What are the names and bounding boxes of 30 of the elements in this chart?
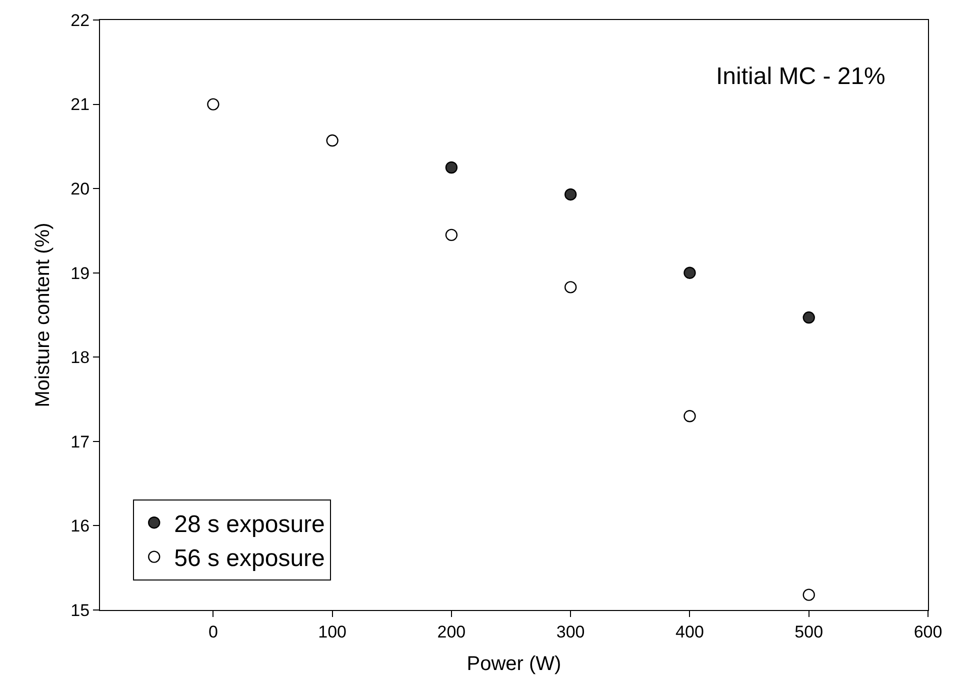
legend-label: 56 s exposure [174, 545, 325, 572]
x-tick-label: 600 [914, 622, 942, 642]
y-tick-label: 16 [70, 516, 90, 536]
point [207, 98, 220, 110]
x-axis-title: Power (W) [466, 652, 562, 675]
y-tick-label: 17 [70, 432, 90, 452]
y-tick-label: 20 [70, 180, 90, 199]
point [802, 311, 815, 324]
legend-label: 28 s exposure [174, 510, 325, 538]
y-tick-label: 19 [70, 264, 90, 283]
point [445, 161, 458, 174]
y-tick-label: 22 [70, 10, 90, 30]
point [802, 588, 815, 601]
x-tick-label: 400 [676, 622, 704, 642]
point [564, 281, 577, 294]
x-tick-label: 200 [437, 622, 466, 642]
y-axis-title: Moisture content (%) [32, 222, 54, 408]
x-tick-label: 300 [556, 622, 585, 642]
y-tick-label: 15 [70, 600, 90, 620]
point [564, 188, 577, 201]
point [326, 134, 338, 147]
annotation: Initial MC - 21% [716, 63, 886, 90]
point [684, 410, 696, 422]
x-tick-label: 500 [794, 622, 824, 642]
y-tick-label: 18 [70, 348, 90, 368]
point [684, 266, 696, 279]
x-tick-label: 0 [208, 622, 218, 642]
x-tick-label: 100 [318, 622, 347, 642]
y-tick-label: 21 [70, 95, 90, 114]
point [445, 228, 458, 242]
